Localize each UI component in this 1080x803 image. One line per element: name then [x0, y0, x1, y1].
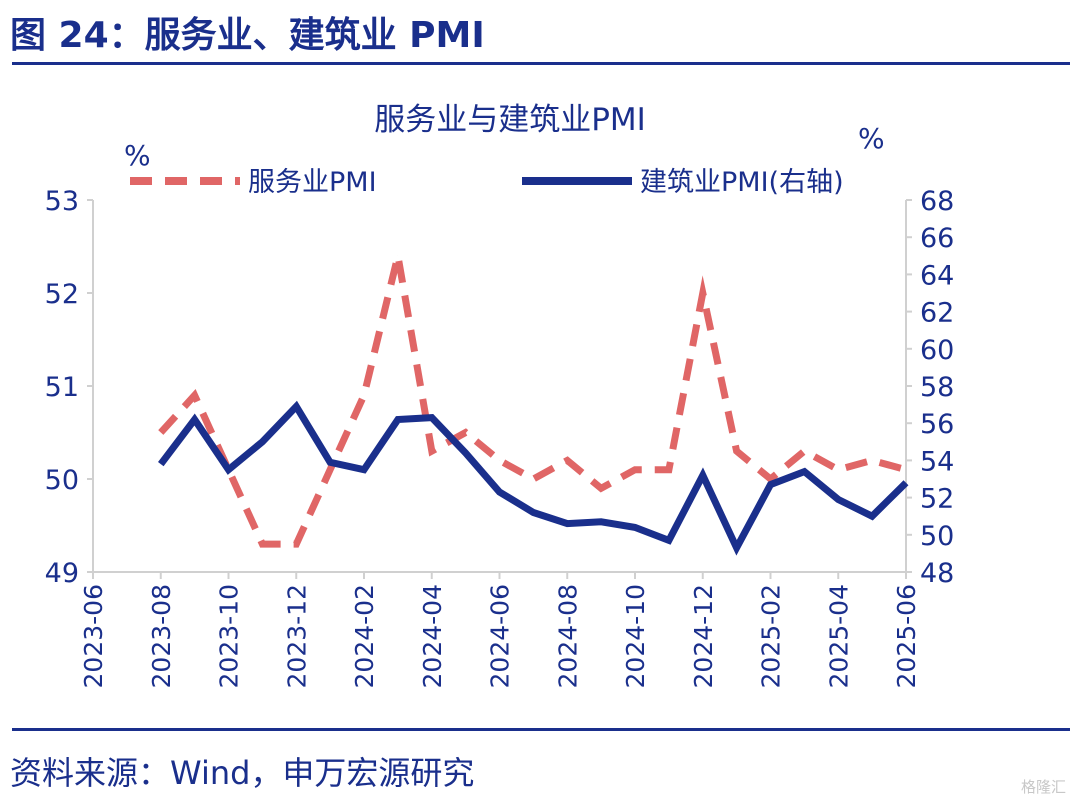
watermark: 格隆汇 — [1020, 778, 1066, 796]
left-tick-label: 51 — [45, 372, 79, 403]
right-tick-label: 62 — [920, 298, 954, 329]
source-note: 资料来源：Wind，申万宏源研究 — [10, 754, 475, 792]
left-tick-label: 52 — [45, 279, 79, 310]
right-tick-label: 60 — [920, 335, 954, 366]
x-tick-label: 2023-10 — [215, 584, 244, 688]
right-tick-label: 66 — [920, 223, 954, 254]
series-line-services-pmi — [158, 238, 907, 548]
left-tick-label: 50 — [45, 465, 79, 496]
x-tick-label: 2024-08 — [553, 584, 582, 688]
right-axis-unit: % — [858, 122, 885, 155]
right-tick-label: 50 — [920, 521, 954, 552]
left-axis-ticks: 49 50 51 52 53 — [45, 186, 93, 589]
x-tick-label: 2024-06 — [486, 584, 515, 688]
left-tick-label: 49 — [45, 558, 79, 589]
x-tick-label: 2025-02 — [757, 584, 786, 688]
x-tick-label: 2024-10 — [621, 584, 650, 688]
x-axis-ticks: 2023-06 2023-08 2023-10 2023-12 2024-02 2024-… — [79, 572, 921, 688]
left-tick-label: 53 — [45, 186, 79, 217]
series-line-construction-pmi — [158, 400, 909, 556]
legend: 服务业PMI 建筑业PMI(右轴) — [130, 167, 844, 198]
x-tick-label: 2023-08 — [147, 584, 176, 688]
left-axis-unit: % — [124, 139, 151, 172]
right-tick-label: 56 — [920, 409, 954, 440]
figure-title: 图 24：服务业、建筑业 PMI — [10, 15, 485, 56]
bottom-rule — [12, 728, 1070, 731]
right-tick-label: 64 — [920, 260, 954, 291]
x-tick-label: 2024-04 — [418, 584, 447, 688]
right-tick-label: 58 — [920, 372, 954, 403]
right-tick-label: 48 — [920, 558, 954, 589]
chart: 服务业与建筑业PMI % % 服务业PMI 建筑业PMI(右轴) 49 50 51 5… — [45, 102, 955, 688]
chart-title: 服务业与建筑业PMI — [374, 102, 646, 138]
x-tick-label: 2024-02 — [350, 584, 379, 688]
x-tick-label: 2023-06 — [79, 584, 108, 688]
series-layer — [158, 238, 909, 556]
x-tick-label: 2023-12 — [282, 584, 311, 688]
legend-label-services: 服务业PMI — [248, 167, 377, 198]
right-tick-label: 54 — [920, 446, 954, 477]
legend-label-construction: 建筑业PMI(右轴) — [640, 167, 844, 198]
right-tick-label: 68 — [920, 186, 954, 217]
x-tick-label: 2025-06 — [892, 584, 921, 688]
x-tick-label: 2025-04 — [824, 584, 853, 688]
right-axis-ticks: 48 50 52 54 56 58 60 62 64 66 68 — [906, 186, 954, 589]
x-tick-label: 2024-12 — [689, 584, 718, 688]
right-tick-label: 52 — [920, 484, 954, 515]
top-rule — [12, 62, 1070, 65]
